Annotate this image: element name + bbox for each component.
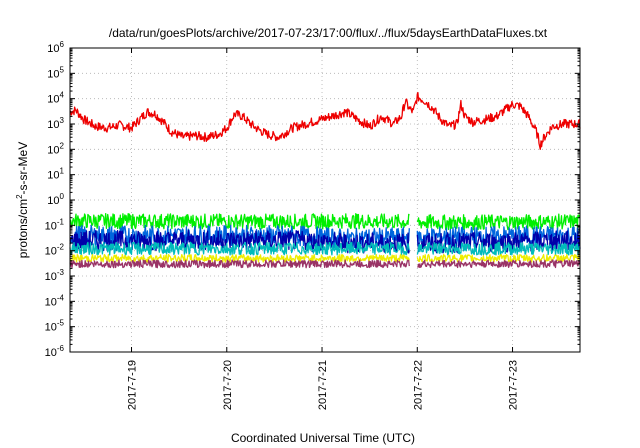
y-tick-label: 104 <box>47 91 64 106</box>
y-tick-label: 10-6 <box>45 344 65 359</box>
grid <box>70 47 580 353</box>
y-tick-label: 10-2 <box>45 243 65 258</box>
y-tick-label: 10-3 <box>45 268 65 283</box>
y-tick-label: 101 <box>47 167 64 182</box>
x-axis-label: Coordinated Universal Time (UTC) <box>231 431 415 445</box>
data-series <box>69 91 581 269</box>
series-line-7 <box>69 259 581 269</box>
y-axis-label: protons/cm2-s-sr-MeV <box>15 142 30 258</box>
series-line-1 <box>69 91 581 150</box>
x-tick-label: 2017-7-23 <box>508 360 520 410</box>
y-tick-label: 10-5 <box>45 319 65 334</box>
y-axis-label-main: protons/cm <box>16 199 30 258</box>
y-tick-label: 105 <box>47 65 64 80</box>
y-tick-label: 100 <box>47 192 64 207</box>
y-tick-label: 102 <box>47 141 64 156</box>
x-tick-label: 2017-7-22 <box>412 360 424 410</box>
plot-frame <box>69 47 581 353</box>
y-tick-label: 10-4 <box>45 293 65 308</box>
series-line-6 <box>69 253 581 263</box>
series-line-5 <box>69 241 581 256</box>
x-tick-label: 2017-7-21 <box>317 360 329 410</box>
y-tick-label: 103 <box>47 116 64 131</box>
y-axis-label-sup: 2 <box>15 194 24 199</box>
axes: 10-6 10-5 10-4 10-3 10-2 10-1 100 101 102 103 104 1… <box>45 40 580 410</box>
x-tick-label: 2017-7-20 <box>222 360 234 410</box>
chart-title: /data/run/goesPlots/archive/2017-07-23/1… <box>109 26 548 40</box>
y-tick-label: 10-1 <box>45 217 65 232</box>
series-line-3 <box>69 224 581 250</box>
y-axis-label-rest: -s-sr-MeV <box>16 142 30 195</box>
y-tick-label: 106 <box>47 40 64 55</box>
x-tick-label: 2017-7-19 <box>127 360 139 410</box>
